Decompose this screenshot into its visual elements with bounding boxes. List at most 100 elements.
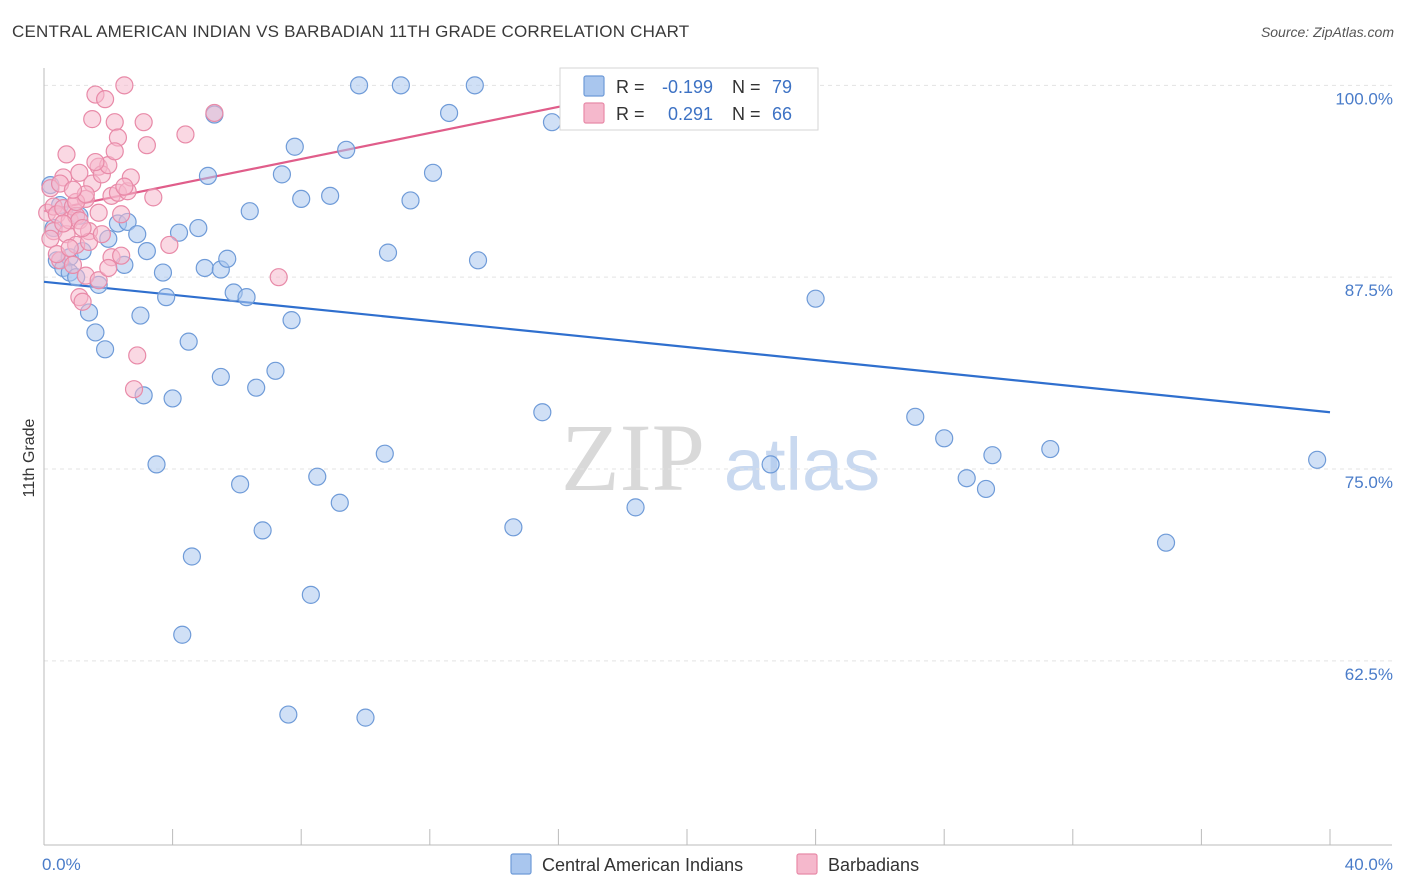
data-point-central-american-indians [95,340,115,359]
data-point-central-american-indians [533,403,552,422]
data-point-barbadians [95,90,115,109]
data-point-barbadians [134,113,153,132]
y-tick-label: 62.5% [1345,665,1393,684]
data-point-central-american-indians [375,444,394,463]
data-point-central-american-indians [157,288,176,307]
data-point-central-american-indians [465,76,484,95]
data-point-barbadians [137,136,156,155]
data-point-central-american-indians [266,361,285,380]
data-point-barbadians [89,271,108,290]
tick-labels: 100.0% 87.5% 75.0% 62.5% 0.0% 40.0% [42,89,1393,874]
y-axis-label: 11th Grade [21,418,38,497]
legend-r-value-blue: -0.199 [662,77,713,97]
data-point-central-american-indians [330,493,349,512]
data-point-barbadians [144,188,163,207]
data-point-central-american-indians [439,103,459,123]
data-point-central-american-indians [237,288,256,307]
data-point-central-american-indians [169,223,189,242]
data-point-central-american-indians [1156,533,1176,552]
data-point-central-american-indians [247,378,266,397]
series-legend-label-central-american-indians: Central American Indians [542,855,743,875]
x-tick-label: 0.0% [42,855,81,874]
data-point-barbadians [105,113,124,132]
data-point-barbadians [105,142,124,161]
data-point-central-american-indians [189,218,208,238]
correlation-legend: R = -0.199 N = 79 R = 0.291 N = 66 [559,67,819,131]
data-point-barbadians [115,76,134,95]
x-tick-label: 40.0% [1345,855,1393,874]
data-point-barbadians [176,125,195,144]
data-point-barbadians [86,152,105,172]
y-tick-label: 100.0% [1335,89,1393,108]
data-point-central-american-indians [253,521,272,540]
data-point-barbadians [63,180,83,199]
data-point-central-american-indians [182,547,201,566]
data-point-central-american-indians [349,76,369,95]
data-point-central-american-indians [391,76,410,95]
data-point-central-american-indians [128,225,147,244]
data-point-central-american-indians [301,585,320,604]
data-point-barbadians [124,380,144,399]
data-point-central-american-indians [906,407,925,426]
data-point-central-american-indians [356,708,375,727]
data-point-central-american-indians [423,163,443,182]
data-point-barbadians [89,203,108,222]
data-point-barbadians [92,225,111,244]
series-legend-swatch-central-american-indians [510,853,532,875]
data-point-barbadians [60,238,79,258]
data-point-central-american-indians [137,241,156,261]
data-point-central-american-indians [935,429,954,448]
data-point-central-american-indians [218,249,237,268]
data-point-central-american-indians [285,137,304,156]
data-point-barbadians [269,268,288,287]
data-point-central-american-indians [504,518,523,537]
data-point-barbadians [160,235,179,255]
legend-r-label-blue: R = [616,77,645,97]
series-legend: Central American Indians Barbadians [510,853,919,875]
chart-source: Source: ZipAtlas.com [1260,24,1394,40]
data-point-barbadians [112,246,131,265]
data-point-central-american-indians [806,289,825,308]
data-point-central-american-indians [195,258,214,278]
watermark-atlas: atlas [724,423,880,506]
series-legend-label-barbadians: Barbadians [828,855,919,875]
data-point-central-american-indians [179,332,198,351]
data-point-central-american-indians [282,311,301,330]
data-point-barbadians [205,103,224,123]
data-point-central-american-indians [761,455,780,474]
data-point-central-american-indians [147,455,166,474]
data-point-central-american-indians [337,140,356,159]
watermark-zip: ZIP [561,404,705,511]
data-point-central-american-indians [976,479,996,499]
data-point-central-american-indians [86,323,105,342]
y-tick-label: 87.5% [1345,281,1393,300]
data-point-central-american-indians [231,475,250,494]
data-point-central-american-indians [279,705,298,724]
data-point-barbadians [73,218,92,238]
data-point-barbadians [70,163,89,182]
data-point-central-american-indians [626,498,645,517]
data-point-barbadians [83,110,102,129]
data-point-central-american-indians [163,389,182,408]
y-tick-label: 75.0% [1345,473,1393,492]
data-point-barbadians [41,229,60,248]
data-point-central-american-indians [308,467,327,486]
axes [43,68,1392,846]
data-point-barbadians [99,258,118,278]
series-legend-swatch-barbadians [796,853,818,875]
data-point-barbadians [73,292,92,311]
legend-n-value-pink: 66 [772,104,792,124]
data-point-central-american-indians [1041,439,1060,459]
gridlines [44,84,1392,662]
legend-n-label-blue: N = [732,77,761,97]
data-point-central-american-indians [240,202,259,221]
data-point-central-american-indians [1308,450,1327,469]
data-point-central-american-indians [153,263,173,282]
data-point-central-american-indians [468,251,488,270]
trendline-central-american-indians [43,280,1331,414]
data-point-central-american-indians [378,243,398,262]
legend-r-label-pink: R = [616,104,645,124]
data-point-central-american-indians [131,306,150,325]
data-point-barbadians [57,145,76,164]
